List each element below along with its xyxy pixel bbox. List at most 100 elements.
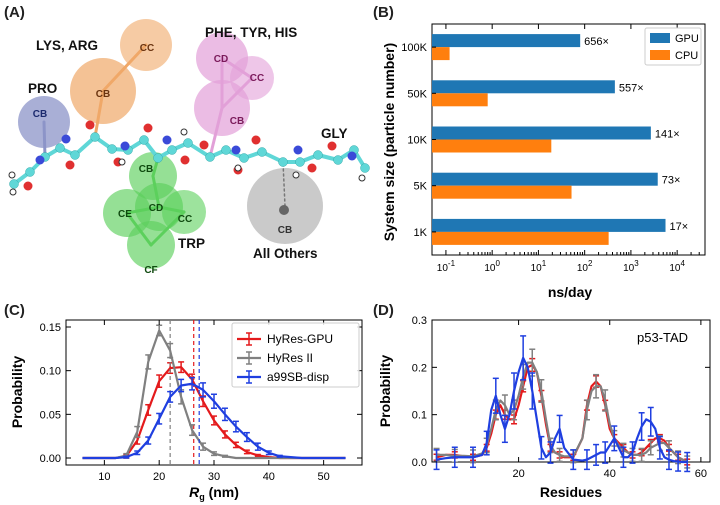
y-tick-label: 0.00 <box>40 453 61 465</box>
backbone-atom <box>257 147 267 157</box>
x-tick-label: 40 <box>604 468 616 480</box>
nitrogen-atom <box>293 145 303 155</box>
bar-cpu-10K <box>432 139 552 153</box>
panel-b-legend: GPU CPU <box>644 27 702 66</box>
xlabel-unit: (nm) <box>205 484 239 500</box>
speedup-label: 557× <box>619 82 644 94</box>
legend-gpu-swatch <box>650 33 670 43</box>
group-trp: TRP <box>178 236 205 251</box>
y-tick-label: 5K <box>414 181 428 193</box>
backbone-atom <box>167 145 177 155</box>
x-tick-label: 10 <box>98 471 110 483</box>
legend-cpu-label: CPU <box>675 50 698 62</box>
panel-b-ylabel: System size (particle number) <box>381 43 397 241</box>
backbone-atom <box>25 167 35 177</box>
trp-cd-label: CD <box>149 203 163 214</box>
x-tick-label: 20 <box>153 471 165 483</box>
y-tick-label: 0.10 <box>40 366 61 378</box>
bar-cpu-1K <box>432 231 609 245</box>
legend-label-HyRes II: HyRes II <box>267 351 313 365</box>
backbone-atom <box>221 145 231 155</box>
oxygen-atom <box>251 135 261 145</box>
legend-cpu-swatch <box>650 50 670 60</box>
panel-b-bar-chart: 656× 557× 141× 73× 17× 100K 50K 10K 5K 1K 10-1 10… <box>381 23 706 300</box>
hydrogen-atom <box>180 128 188 136</box>
oxygen-atom <box>85 120 95 130</box>
backbone-atom <box>90 132 100 142</box>
backbone-atom <box>295 157 305 167</box>
backbone-atom <box>107 144 117 154</box>
x-tick-label: 40 <box>263 471 275 483</box>
backbone-atom <box>9 179 19 189</box>
bar-cpu-5K <box>432 185 572 199</box>
pro-cb-label: CB <box>33 109 47 120</box>
y-tick-label: 0.2 <box>412 362 427 374</box>
backbone-atom <box>55 143 65 153</box>
panel-b-label: (B) <box>373 4 394 21</box>
oxygen-atom <box>23 181 33 191</box>
other-cb-bead <box>279 205 289 215</box>
x-tick-label: 20 <box>512 468 524 480</box>
bar-gpu-100K <box>432 34 581 48</box>
trp-cf-label: CF <box>144 265 157 276</box>
hydrogen-atom <box>8 171 16 179</box>
hydrogen-atom <box>292 171 300 179</box>
speedup-label: 17× <box>670 221 689 233</box>
backbone-chain <box>12 135 367 186</box>
panel-d-xlabel: Residues <box>540 484 602 500</box>
x-tick-label: 103 <box>623 259 639 274</box>
y-tick-label: 0.0 <box>412 457 427 469</box>
speedup-label: 141× <box>655 129 680 141</box>
bar-gpu-50K <box>432 80 615 94</box>
group-gly: GLY <box>321 126 348 141</box>
panel-d-label: (D) <box>373 302 394 319</box>
oxygen-atom <box>327 141 337 151</box>
panel-d-line-chart: 20 40 60 0.0 0.1 0.2 0.3 p53-TAD Probability R… <box>377 315 711 500</box>
y-tick-label: 50K <box>407 88 427 100</box>
x-tick-label: 10-1 <box>437 259 456 274</box>
lys-cc-label: CC <box>140 43 154 54</box>
nitrogen-atom <box>35 155 45 165</box>
group-lys-arg: LYS, ARG <box>36 38 98 53</box>
backbone-atom <box>183 138 193 148</box>
y-tick-label: 0.15 <box>40 322 61 334</box>
oxygen-atom <box>143 123 153 133</box>
trp-ce-label: CE <box>118 209 132 220</box>
panel-c-line-chart: 10 20 30 40 50 0.00 0.05 0.10 0.15 Probability R… <box>9 319 363 502</box>
bar-cpu-100K <box>432 47 450 61</box>
group-phe-tyr-his: PHE, TYR, HIS <box>205 25 297 40</box>
xlabel-sub: g <box>199 492 205 502</box>
backbone-atom <box>70 150 80 160</box>
legend-label-HyRes-GPU: HyRes-GPU <box>267 332 333 346</box>
nitrogen-atom <box>162 135 172 145</box>
y-tick-label: 10K <box>407 135 427 147</box>
x-tick-label: 60 <box>695 468 707 480</box>
panel-a-label: (A) <box>4 4 25 21</box>
trp-cc-label: CC <box>178 214 192 225</box>
panel-d-ylabel: Probability <box>377 355 393 428</box>
panel-c-ylabel: Probability <box>9 356 25 429</box>
hydrogen-atom <box>9 188 17 196</box>
hydrogen-atom <box>358 174 366 182</box>
y-tick-label: 0.05 <box>40 409 61 421</box>
nitrogen-atom <box>120 141 130 151</box>
phe-cd-label: CD <box>214 54 228 65</box>
backbone-atom <box>360 163 370 173</box>
backbone-atom <box>153 153 163 163</box>
backbone-atom <box>239 153 249 163</box>
molecule-illustration: CB CB CC CD CC CB CB CE CD CC CF CB LYS,… <box>8 19 370 276</box>
bar-gpu-10K <box>432 126 651 140</box>
y-tick-label: 0.3 <box>412 315 427 327</box>
nitrogen-atom <box>61 134 71 144</box>
xlabel-r: R <box>189 484 200 500</box>
oxygen-atom <box>199 140 209 150</box>
panel-c-xlabel: Rg (nm) <box>189 484 239 502</box>
lys-cb-label: CB <box>96 89 110 100</box>
phe-cc-label: CC <box>250 73 264 84</box>
backbone-atom <box>278 157 288 167</box>
oxygen-atom <box>65 160 75 170</box>
backbone-atom <box>313 150 323 160</box>
x-tick-label: 102 <box>577 259 593 274</box>
panel-d-title: p53-TAD <box>637 330 688 345</box>
